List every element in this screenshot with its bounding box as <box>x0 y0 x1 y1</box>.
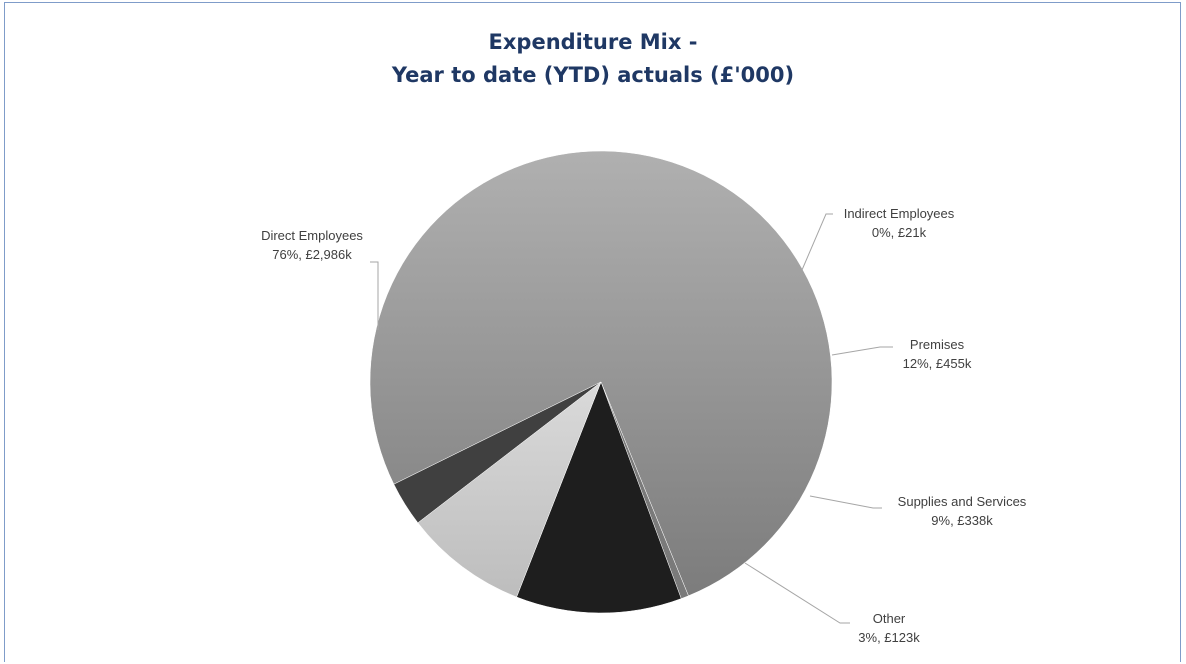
leader-line-supplies-and-services <box>809 495 882 509</box>
chart-title-block: Expenditure Mix - Year to date (YTD) act… <box>0 26 1186 92</box>
pie-slice-supplies-and-services <box>417 381 602 598</box>
pie-slice-other <box>393 381 602 524</box>
pie-slice-premises <box>516 381 682 614</box>
data-label-value: 0%, £21k <box>872 225 927 240</box>
data-label-name: Other <box>873 611 906 626</box>
chart-subtitle: Year to date (YTD) actuals (£'000) <box>391 63 795 87</box>
data-label-name: Indirect Employees <box>844 206 955 221</box>
data-label-name: Direct Employees <box>261 228 363 243</box>
chart-title: Expenditure Mix - <box>488 30 698 54</box>
data-label-value: 76%, £2,986k <box>272 247 352 262</box>
data-label-value: 9%, £338k <box>931 513 993 528</box>
leader-line-other <box>744 562 850 624</box>
leader-line-premises <box>831 346 893 356</box>
leader-line-direct-employees <box>370 261 379 330</box>
leader-line-indirect-employees <box>801 213 833 271</box>
data-label-name: Premises <box>910 337 965 352</box>
data-label-value: 12%, £455k <box>903 356 972 371</box>
data-label-name: Supplies and Services <box>898 494 1027 509</box>
data-label-value: 3%, £123k <box>858 630 920 645</box>
